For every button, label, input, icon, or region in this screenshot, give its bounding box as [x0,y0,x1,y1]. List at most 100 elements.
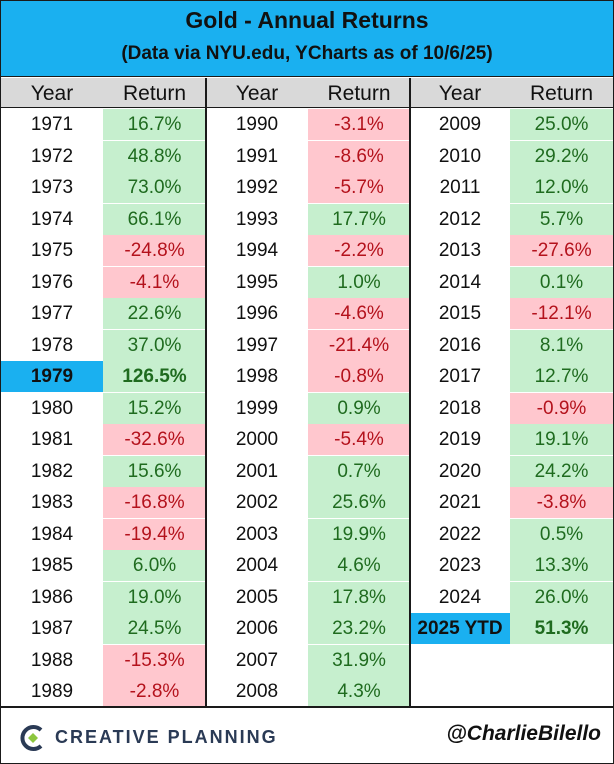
return-cell: -19.4% [103,518,206,550]
return-cell: 24.5% [103,613,206,644]
return-cell: 12.7% [510,361,613,392]
return-cell: 1.0% [308,266,410,298]
return-cell: 6.0% [103,550,206,581]
return-cell: 22.6% [103,298,206,329]
return-cell: 0.5% [510,518,613,550]
year-cell: 1981 [30,429,74,450]
year-cell: 1991 [235,145,279,167]
year-cell: 2020 [438,460,482,482]
year-cell: 1984 [30,523,74,545]
year-cell: 1976 [30,271,74,293]
year-cell: 1977 [30,303,74,324]
year-cell: 2021 [438,492,482,513]
year-cell: 1983 [30,492,74,513]
year-cell: 2025 YTD [410,613,510,644]
author-handle: @CharlieBilello [446,722,601,745]
return-cell: 13.3% [510,550,613,581]
return-cell: 19.1% [510,424,613,455]
footer: CREATIVE PLANNING @CharlieBilello [1,706,613,763]
year-cell: 1974 [30,208,74,230]
return-cell: -21.4% [308,329,410,361]
return-cell: 17.8% [308,581,410,613]
year-cell: 2001 [235,460,279,482]
creative-planning-logo-icon [20,725,43,751]
return-cell: 48.8% [103,140,206,172]
return-cell: -4.6% [308,298,410,329]
year-cell: 1972 [30,145,74,167]
return-cell: 31.9% [308,644,410,676]
chart-subtitle: (Data via NYU.edu, YCharts as of 10/6/25… [121,43,493,64]
year-cell: 1994 [235,240,279,261]
return-cell: 12.0% [510,172,613,203]
return-cell: -2.8% [103,676,206,707]
year-cell: 2004 [235,555,279,576]
return-cell: 37.0% [103,329,206,361]
year-cell: 1993 [235,208,279,230]
year-cell: 1995 [235,271,279,293]
return-cell: -0.8% [308,361,410,392]
year-cell: 2009 [438,114,482,135]
year-cell: 2000 [235,429,279,450]
year-cell: 1975 [30,240,74,261]
year-header: Year [235,82,279,105]
return-header: Return [122,82,187,105]
column-header-1: Year Return [1,78,206,108]
return-cell: 23.2% [308,613,410,644]
year-cell: 2013 [438,240,482,261]
return-cell: -27.6% [510,235,613,266]
year-cell: 2014 [438,271,482,293]
return-cell: -3.1% [308,109,410,140]
return-cell: 19.9% [308,518,410,550]
year-cell: 1985 [30,555,74,576]
year-cell: 2011 [439,177,481,198]
return-cell: -24.8% [103,235,206,266]
return-cell: 17.7% [308,203,410,235]
return-cell: 51.3% [510,613,613,644]
year-cell: 2015 [438,303,482,324]
return-cell: 16.7% [103,109,206,140]
year-cell: 1971 [30,114,74,135]
return-cell: 25.6% [308,487,410,518]
return-cell: -12.1% [510,298,613,329]
year-cell: 2008 [235,681,279,702]
year-cell: 1987 [30,618,74,639]
year-cell: 1990 [235,114,279,135]
return-cell: 15.2% [103,392,206,424]
year-cell: 2012 [438,208,482,230]
return-cell: 8.1% [510,329,613,361]
year-cell: 2007 [235,649,279,671]
return-cell: 73.0% [103,172,206,203]
brand-name: CREATIVE PLANNING [55,727,278,747]
return-cell: -0.9% [510,392,613,424]
year-cell: 1978 [30,334,74,356]
return-cell: -32.6% [103,424,206,455]
title-banner: Gold - Annual Returns (Data via NYU.edu,… [1,1,613,77]
return-cell: 5.7% [510,203,613,235]
return-cell: 4.3% [308,676,410,707]
return-header: Return [529,82,594,105]
return-cell: 0.7% [308,455,410,487]
return-cell: -2.2% [308,235,410,266]
return-cell: 4.6% [308,550,410,581]
return-cell: 24.2% [510,455,613,487]
year-cell: 1973 [30,177,74,198]
return-cell: -16.8% [103,487,206,518]
return-cell: -5.4% [308,424,410,455]
return-header: Return [327,82,391,105]
year-cell: 1992 [235,177,279,198]
year-cell: 2003 [235,523,279,545]
return-cell: -5.7% [308,172,410,203]
year-cell: 2024 [438,586,482,608]
year-cell: 1997 [235,334,279,356]
year-cell: 2018 [438,397,482,419]
column-divider-2 [409,78,411,706]
return-cell: 29.2% [510,140,613,172]
year-header: Year [30,82,74,105]
return-cell: 15.6% [103,455,206,487]
return-cell: 0.9% [308,392,410,424]
year-cell: 1989 [30,681,74,702]
year-cell: 2010 [438,145,482,167]
year-header: Year [438,82,482,105]
return-cell: -4.1% [103,266,206,298]
year-cell: 1988 [30,649,74,671]
